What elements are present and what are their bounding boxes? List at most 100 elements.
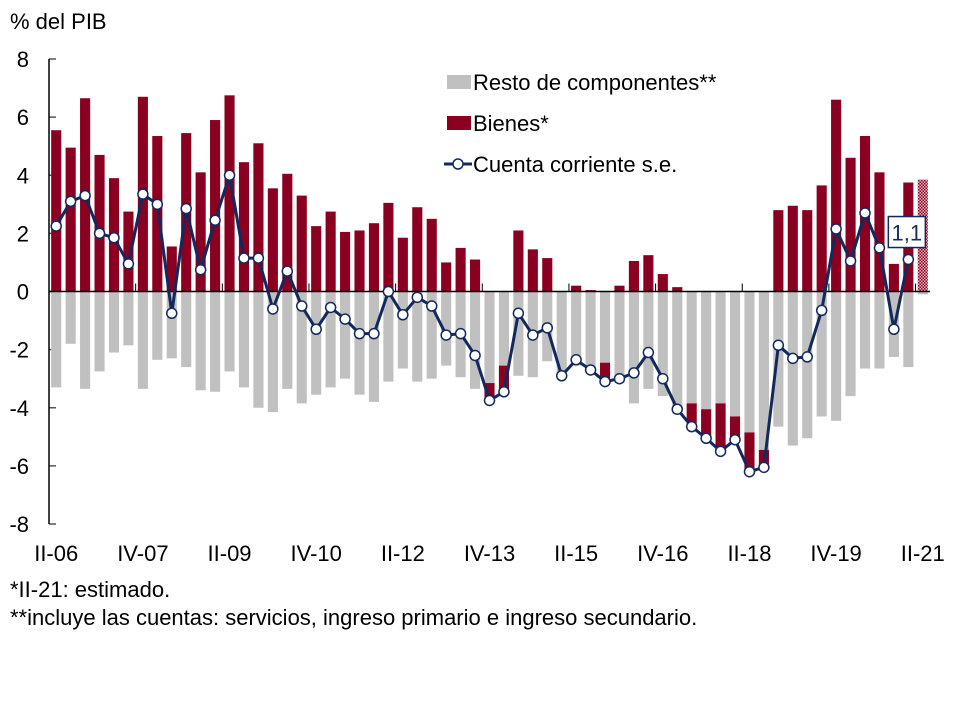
bar-bienes bbox=[426, 218, 437, 292]
legend-label: Bienes* bbox=[473, 111, 549, 136]
legend: Resto de componentes** Bienes* Cuenta corr… bbox=[444, 70, 717, 177]
bar-resto bbox=[368, 291, 380, 402]
bar-resto bbox=[614, 291, 625, 384]
x-tick-label: IV-19 bbox=[810, 541, 861, 566]
bar-bienes bbox=[542, 258, 553, 292]
bar-bienes bbox=[527, 249, 538, 292]
bar-resto bbox=[556, 291, 567, 376]
bar-bienes bbox=[282, 173, 293, 292]
bar-resto bbox=[816, 291, 827, 417]
bar-resto bbox=[397, 291, 408, 369]
x-tick-label: II-12 bbox=[381, 541, 425, 566]
bar-resto bbox=[426, 291, 437, 379]
point-cuenta-corriente bbox=[657, 372, 669, 385]
bar-bienes bbox=[802, 210, 813, 292]
bar-resto bbox=[441, 291, 452, 366]
point-cuenta-corriente bbox=[483, 394, 496, 407]
bar-resto bbox=[599, 291, 611, 363]
bar-resto bbox=[845, 291, 856, 397]
point-cuenta-corriente bbox=[310, 323, 322, 336]
bar-resto bbox=[729, 291, 741, 417]
point-cuenta-corriente bbox=[180, 202, 192, 215]
y-tick-label: -8 bbox=[9, 512, 29, 537]
x-tick-label: II-15 bbox=[554, 541, 598, 566]
legend-label: Cuenta corriente s.e. bbox=[473, 152, 677, 177]
bar-resto bbox=[917, 291, 928, 295]
x-tick-label: IV-16 bbox=[637, 541, 688, 566]
bar-resto bbox=[340, 291, 351, 379]
point-cuenta-corriente bbox=[295, 300, 308, 312]
bar-bienes bbox=[599, 362, 611, 381]
x-tick-label: II-18 bbox=[727, 541, 771, 566]
point-cuenta-corriente bbox=[368, 327, 380, 340]
bar-resto bbox=[166, 291, 177, 359]
bar-bienes bbox=[888, 263, 899, 292]
bar-resto bbox=[311, 291, 322, 395]
bar-resto bbox=[65, 291, 76, 344]
bar-resto bbox=[802, 291, 813, 439]
point-cuenta-corriente bbox=[527, 329, 539, 341]
line-cuenta-corriente bbox=[54, 173, 910, 474]
legend-swatch-bienes bbox=[447, 116, 471, 130]
bar-resto bbox=[657, 291, 668, 397]
bar-bienes bbox=[195, 172, 206, 292]
point-cuenta-corriente bbox=[512, 307, 525, 320]
point-cuenta-corriente bbox=[425, 300, 438, 312]
bar-resto bbox=[628, 291, 639, 404]
y-tick-label: -6 bbox=[9, 454, 29, 479]
bar-bienes bbox=[628, 260, 639, 292]
bar-bienes bbox=[397, 237, 408, 292]
bar-resto bbox=[238, 291, 250, 388]
point-cuenta-corriente bbox=[166, 307, 178, 320]
bar-bienes bbox=[874, 172, 885, 292]
point-cuenta-corriente bbox=[714, 445, 727, 458]
x-tick-label: IV-13 bbox=[464, 541, 515, 566]
bar-resto bbox=[282, 291, 293, 389]
point-cuenta-corriente bbox=[642, 346, 655, 359]
bar-bienes bbox=[845, 157, 856, 292]
bar-bienes bbox=[238, 162, 250, 292]
point-cuenta-corriente bbox=[469, 349, 481, 362]
bar-bienes bbox=[296, 195, 307, 292]
x-tick-label: II-09 bbox=[208, 541, 252, 566]
point-cuenta-corriente bbox=[888, 323, 900, 336]
bar-resto bbox=[744, 291, 755, 433]
point-cuenta-corriente bbox=[137, 188, 149, 200]
bar-bienes bbox=[657, 274, 668, 292]
bar-resto bbox=[152, 291, 163, 360]
x-tick-label: IV-10 bbox=[291, 541, 342, 566]
point-cuenta-corriente bbox=[758, 461, 770, 474]
footnote-components: **incluye las cuentas: servicios, ingres… bbox=[10, 605, 698, 630]
y-tick-label: 8 bbox=[17, 47, 29, 72]
bar-bienes bbox=[816, 185, 827, 292]
bar-bienes bbox=[498, 365, 509, 392]
point-cuenta-corriente bbox=[584, 364, 597, 376]
bar-resto bbox=[137, 291, 148, 389]
point-cuenta-corriente bbox=[324, 301, 337, 314]
point-cuenta-corriente bbox=[815, 304, 828, 317]
bar-bienes bbox=[65, 147, 76, 292]
point-cuenta-corriente bbox=[685, 420, 698, 433]
bar-resto bbox=[94, 291, 105, 372]
x-tick-label: IV-07 bbox=[117, 541, 168, 566]
point-cuenta-corriente bbox=[440, 329, 452, 341]
bar-resto bbox=[903, 291, 914, 368]
bar-resto bbox=[643, 291, 654, 389]
x-tick-label: II-21 bbox=[901, 541, 945, 566]
point-cuenta-corriente bbox=[613, 372, 626, 385]
y-tick-label: 6 bbox=[17, 105, 29, 130]
point-cuenta-corriente bbox=[555, 370, 568, 382]
bar-bienes bbox=[787, 205, 798, 292]
point-cuenta-corriente bbox=[382, 285, 395, 298]
legend-swatch-resto bbox=[447, 75, 471, 89]
point-cuenta-corriente bbox=[902, 253, 915, 266]
point-cuenta-corriente bbox=[194, 263, 207, 276]
point-cuenta-corriente bbox=[772, 339, 785, 352]
series-cuenta-corriente bbox=[50, 169, 915, 478]
bar-resto bbox=[701, 291, 712, 410]
x-ticks: II-06 IV-07 II-09 IV-10 II-12 IV-13 II-15 IV-16… bbox=[34, 283, 945, 566]
point-cuenta-corriente bbox=[281, 265, 294, 277]
bar-resto bbox=[354, 291, 365, 395]
point-cuenta-corriente bbox=[844, 255, 857, 267]
